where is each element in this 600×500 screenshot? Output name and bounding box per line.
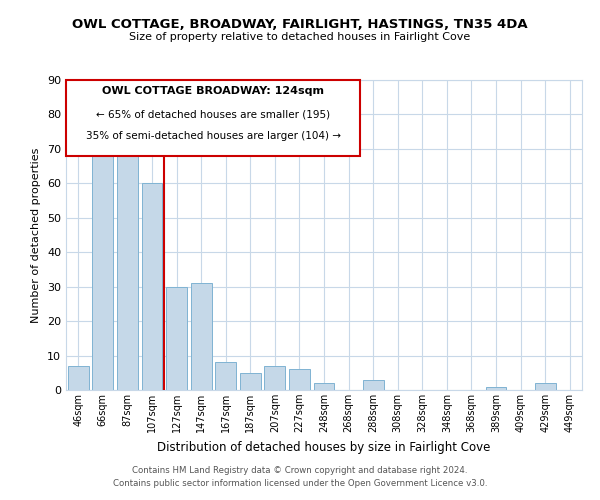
Bar xyxy=(191,283,212,390)
Bar xyxy=(215,362,236,390)
Bar xyxy=(289,370,310,390)
Bar xyxy=(265,366,286,390)
Text: Contains HM Land Registry data © Crown copyright and database right 2024.
Contai: Contains HM Land Registry data © Crown c… xyxy=(113,466,487,487)
Bar xyxy=(314,383,334,390)
Bar xyxy=(117,135,138,390)
FancyBboxPatch shape xyxy=(66,80,360,156)
Bar xyxy=(535,383,556,390)
Text: 35% of semi-detached houses are larger (104) →: 35% of semi-detached houses are larger (… xyxy=(86,131,341,141)
Text: Size of property relative to detached houses in Fairlight Cove: Size of property relative to detached ho… xyxy=(130,32,470,42)
Bar xyxy=(142,184,163,390)
Bar xyxy=(485,386,506,390)
Bar xyxy=(362,380,383,390)
Y-axis label: Number of detached properties: Number of detached properties xyxy=(31,148,41,322)
Text: OWL COTTAGE, BROADWAY, FAIRLIGHT, HASTINGS, TN35 4DA: OWL COTTAGE, BROADWAY, FAIRLIGHT, HASTIN… xyxy=(72,18,528,30)
Text: ← 65% of detached houses are smaller (195): ← 65% of detached houses are smaller (19… xyxy=(96,110,330,120)
Bar xyxy=(166,286,187,390)
X-axis label: Distribution of detached houses by size in Fairlight Cove: Distribution of detached houses by size … xyxy=(157,440,491,454)
Bar xyxy=(68,366,89,390)
Text: OWL COTTAGE BROADWAY: 124sqm: OWL COTTAGE BROADWAY: 124sqm xyxy=(102,86,324,96)
Bar xyxy=(240,373,261,390)
Bar xyxy=(92,146,113,390)
